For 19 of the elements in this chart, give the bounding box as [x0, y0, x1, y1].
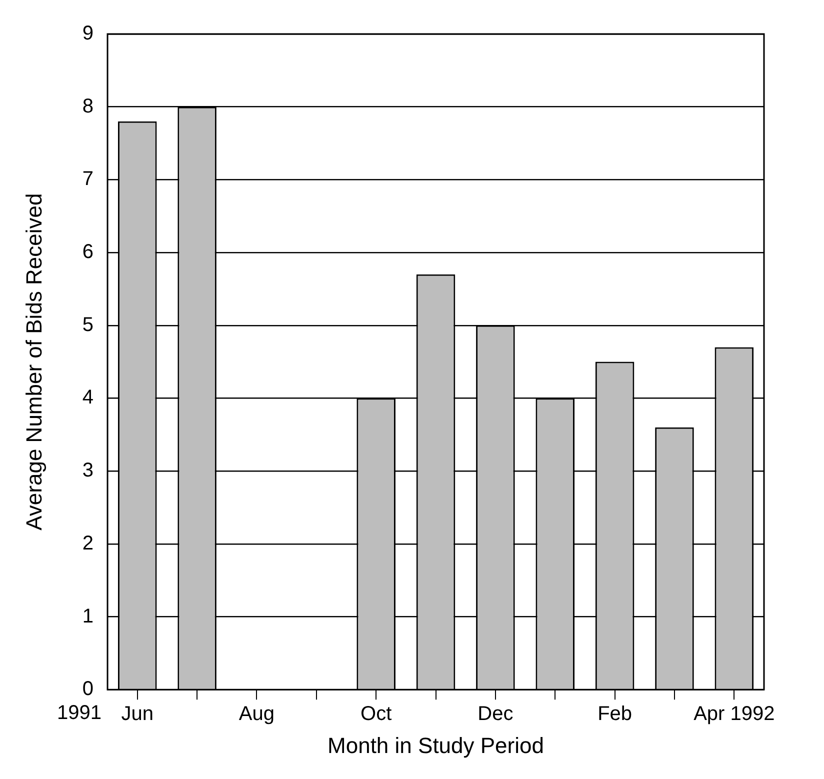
y-tick-label: 9	[82, 22, 94, 45]
y-tick-label: 6	[82, 241, 94, 264]
y-tick-label: 0	[82, 678, 94, 700]
x-tick-label: Oct	[360, 703, 392, 726]
text: 1991	[57, 702, 102, 724]
y-tick-label: 5	[82, 314, 94, 336]
y-axis-title: Average Number of Bids Received	[21, 193, 46, 530]
y-tick-label: 4	[82, 386, 94, 409]
y-tick-label: 2	[82, 532, 94, 554]
x-tick-label: Jun	[121, 703, 154, 726]
x-axis-title: Month in Study Period	[328, 732, 544, 758]
x-tick-label: Dec	[478, 703, 514, 726]
y-tick-label: 3	[82, 460, 94, 482]
x-tick-label: Aug	[238, 703, 275, 726]
x-tick-label: Feb	[598, 703, 632, 726]
y-tick-label: 8	[82, 95, 94, 118]
y-tick-label: 7	[82, 168, 94, 190]
x-tick-label: Apr 1992	[694, 703, 775, 726]
y-tick-label: 1	[82, 605, 94, 628]
